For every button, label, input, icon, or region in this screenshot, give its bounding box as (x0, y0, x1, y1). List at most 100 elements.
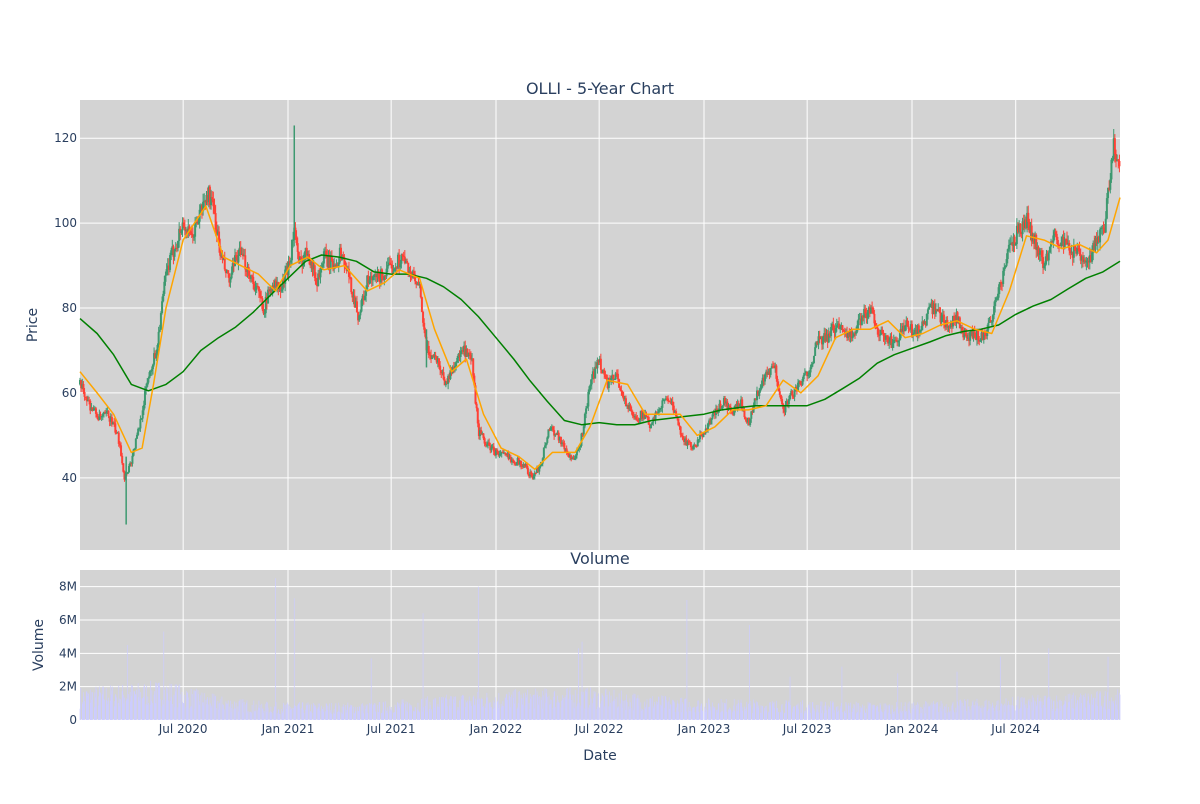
volume-bar (1048, 648, 1050, 720)
volume-bar (593, 697, 594, 720)
volume-bar (819, 706, 821, 720)
volume-bar (829, 708, 831, 720)
volume-bar (823, 705, 825, 720)
volume-bar (267, 707, 269, 720)
volume-bar (255, 704, 257, 720)
candle-body (570, 455, 573, 460)
volume-bar (451, 696, 452, 720)
candle-body (318, 273, 321, 278)
volume-bar (1059, 700, 1060, 720)
candle-body (916, 325, 919, 336)
volume-bar (928, 706, 929, 720)
volume-bar (772, 703, 774, 720)
volume-bar (273, 706, 275, 720)
volume-bar (1083, 695, 1084, 720)
volume-bar (973, 707, 974, 720)
candle-body (873, 313, 876, 324)
volume-bar (1023, 698, 1025, 720)
candle-body (540, 463, 543, 466)
volume-bar (672, 699, 674, 720)
volume-bar (1096, 692, 1097, 720)
volume-bar (534, 688, 536, 720)
price-y-tick-label: 100 (54, 216, 77, 230)
candle-body (86, 400, 89, 402)
volume-bar (97, 705, 99, 720)
candle-body (785, 401, 788, 406)
volume-bar (803, 710, 805, 720)
candle-body (773, 367, 776, 369)
candle-body (262, 309, 265, 314)
volume-bar (1092, 704, 1093, 720)
volume-bar (848, 712, 850, 720)
volume-bar (549, 704, 550, 720)
candle-body (872, 308, 875, 314)
volume-bar (725, 699, 727, 720)
volume-bar (307, 705, 308, 720)
volume-bar (977, 703, 978, 720)
volume-bar (183, 703, 185, 720)
volume-bar (654, 704, 656, 720)
volume-bar (314, 706, 316, 720)
volume-bar (113, 706, 115, 720)
volume-bar (839, 708, 841, 720)
candle-body (807, 374, 810, 377)
volume-bar (811, 702, 813, 720)
volume-bar (681, 702, 683, 720)
volume-bar (1087, 700, 1088, 720)
candle-body (471, 358, 474, 360)
volume-bar (620, 703, 622, 720)
volume-bar (800, 713, 802, 720)
volume-bar (920, 706, 921, 720)
volume-bar (925, 701, 927, 720)
volume-bar (892, 709, 893, 720)
volume-bar (1051, 699, 1052, 720)
volume-bar (227, 704, 228, 720)
candle-body (449, 370, 452, 379)
candle-body (949, 323, 952, 328)
volume-bar (366, 704, 368, 720)
volume-bar (717, 709, 719, 720)
volume-bar (1079, 708, 1081, 720)
volume-bar (165, 700, 167, 720)
candle-body (725, 401, 728, 404)
volume-bar (638, 705, 639, 720)
candle-body (923, 321, 926, 324)
volume-bar (518, 691, 520, 720)
candle-body (510, 459, 513, 462)
candle-body (631, 411, 634, 417)
volume-bar (834, 710, 835, 720)
volume-bar (573, 702, 575, 720)
candle-body (811, 363, 814, 365)
volume-bar (1060, 710, 1062, 720)
volume-bar (88, 693, 89, 720)
candle-body (335, 265, 338, 268)
candle-body (426, 345, 429, 351)
volume-bar (517, 703, 519, 720)
volume-bar (813, 707, 814, 720)
volume-bar (608, 706, 610, 720)
candle-body (1011, 242, 1014, 246)
volume-bar (399, 707, 401, 720)
volume-bar (525, 695, 527, 720)
candle-body (522, 464, 525, 467)
candle-body (489, 445, 492, 451)
volume-bar (965, 710, 967, 720)
candle-body (993, 306, 996, 316)
volume-bar (833, 702, 834, 720)
volume-bar (428, 708, 430, 720)
volume-bar (1000, 706, 1002, 720)
candle-body (362, 295, 365, 301)
volume-bar (251, 704, 253, 720)
candle-body (135, 434, 138, 439)
volume-bar (565, 699, 566, 720)
volume-bar (350, 704, 352, 720)
candle-body (1024, 219, 1027, 228)
candle-body (1111, 159, 1114, 161)
candle-body (911, 324, 913, 337)
volume-bar (134, 694, 136, 720)
volume-bar (363, 705, 365, 720)
volume-bar (367, 712, 369, 720)
volume-bar (141, 698, 143, 720)
candle-body (417, 283, 420, 285)
candle-body (556, 432, 559, 435)
